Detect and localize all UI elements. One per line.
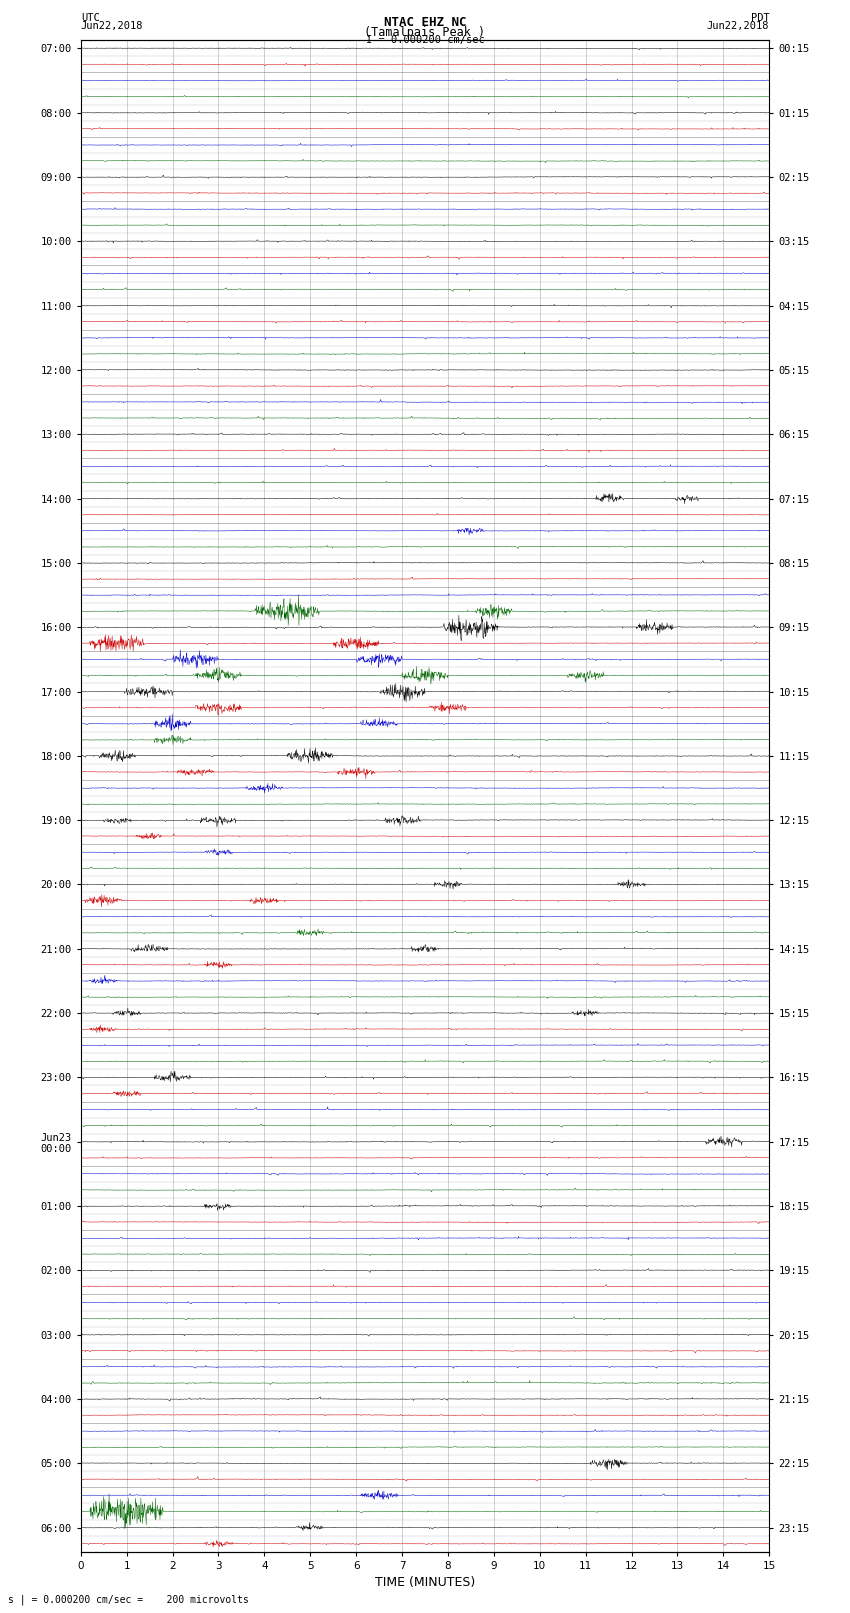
Text: (Tamalpais Peak ): (Tamalpais Peak ) — [365, 26, 485, 39]
Text: Jun22,2018: Jun22,2018 — [706, 21, 769, 31]
X-axis label: TIME (MINUTES): TIME (MINUTES) — [375, 1576, 475, 1589]
Text: Jun22,2018: Jun22,2018 — [81, 21, 144, 31]
Text: PDT: PDT — [751, 13, 769, 23]
Text: UTC: UTC — [81, 13, 99, 23]
Text: NTAC EHZ NC: NTAC EHZ NC — [383, 16, 467, 29]
Text: s | = 0.000200 cm/sec =    200 microvolts: s | = 0.000200 cm/sec = 200 microvolts — [8, 1594, 249, 1605]
Text: I = 0.000200 cm/sec: I = 0.000200 cm/sec — [366, 35, 484, 45]
